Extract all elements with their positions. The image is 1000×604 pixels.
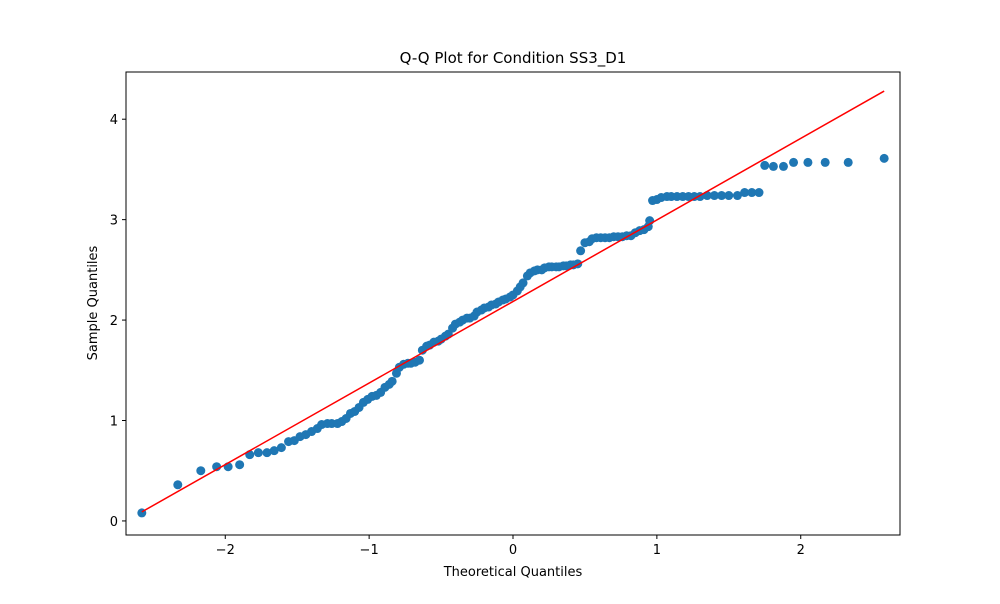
data-point <box>732 191 742 201</box>
data-point <box>518 278 528 288</box>
data-point <box>789 157 799 167</box>
x-tick-label: 1 <box>653 543 661 558</box>
data-point <box>276 443 286 453</box>
y-tick-label: 0 <box>110 515 118 530</box>
data-point <box>387 376 397 386</box>
chart-title: Q-Q Plot for Condition SS3_D1 <box>400 49 627 68</box>
y-tick-label: 4 <box>110 113 118 128</box>
y-tick-label: 1 <box>110 415 118 430</box>
data-point <box>760 160 770 170</box>
data-point <box>709 191 719 201</box>
plot-frame <box>125 71 901 536</box>
data-point <box>269 446 279 456</box>
data-point <box>820 157 830 167</box>
data-point <box>262 448 272 458</box>
data-point <box>253 448 263 458</box>
x-tick-label: −2 <box>216 543 235 558</box>
data-point <box>717 191 727 201</box>
data-point <box>768 161 778 171</box>
data-point <box>414 355 424 365</box>
data-point <box>724 191 734 201</box>
data-point <box>843 157 853 167</box>
x-axis-label: Theoretical Quantiles <box>443 565 583 580</box>
data-point <box>235 460 245 470</box>
x-tick-label: 2 <box>797 543 805 558</box>
data-point <box>778 161 788 171</box>
data-point <box>803 157 813 167</box>
data-point <box>740 188 750 198</box>
data-point <box>754 188 764 198</box>
data-point <box>879 153 889 163</box>
y-axis-label: Sample Quantiles <box>86 245 101 360</box>
y-tick-label: 3 <box>110 214 118 229</box>
data-point <box>747 188 757 198</box>
x-tick-label: 0 <box>509 543 517 558</box>
y-tick-label: 2 <box>110 314 118 329</box>
data-point <box>173 480 183 490</box>
x-tick-label: −1 <box>360 543 379 558</box>
reference-line <box>141 90 885 513</box>
data-point <box>576 246 586 256</box>
data-point <box>196 466 206 476</box>
